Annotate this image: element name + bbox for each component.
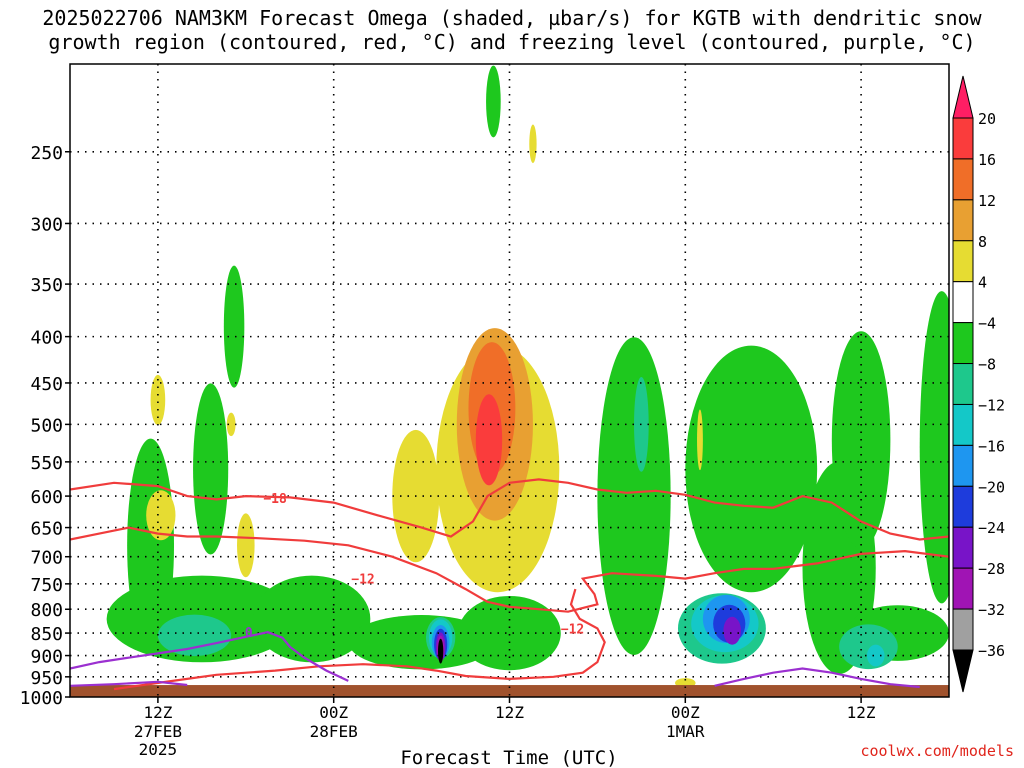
- colorbar-bin-12: [952, 608, 974, 651]
- omega-region-19: [226, 412, 236, 437]
- colorbar-label-3: 8: [978, 233, 987, 251]
- omega-region-16: [150, 374, 166, 426]
- colorbar-top-arrow: [952, 75, 974, 119]
- y-tick-label-300: 300: [30, 214, 63, 235]
- omega-region-6: [193, 383, 229, 555]
- contour-label--18b: −12: [351, 573, 374, 588]
- colorbar-bin-10: [952, 526, 974, 569]
- colorbar-label-12: −32: [978, 601, 1005, 619]
- colorbar-bin-7: [952, 403, 974, 446]
- omega-region-18: [237, 513, 255, 578]
- contour--18b: [70, 526, 949, 613]
- y-tick-label-650: 650: [30, 519, 63, 540]
- y-tick-label-1000: 1000: [20, 688, 63, 709]
- y-tick-label-350: 350: [30, 275, 63, 296]
- colorbar-label-5: −4: [978, 315, 996, 333]
- colorbar-bin-1: [952, 158, 974, 201]
- colorbar-label-13: −36: [978, 642, 1005, 660]
- y-tick-label-450: 450: [30, 374, 63, 395]
- omega-region-22: [529, 124, 537, 164]
- x-tick-label-36: 12Z: [495, 703, 524, 722]
- colorbar-bin-3: [952, 240, 974, 283]
- colorbar-bin-6: [952, 363, 974, 405]
- omega-region-28: [157, 614, 232, 657]
- colorbar-label-2: 12: [978, 192, 996, 210]
- y-tick-label-850: 850: [30, 624, 63, 645]
- colorbar-bin-8: [952, 444, 974, 487]
- x-tick-label-12: 12Z: [143, 703, 172, 722]
- omega-region-41: [438, 638, 444, 664]
- colorbar-label-9: −20: [978, 478, 1005, 496]
- contour-label--12c: −12: [561, 622, 584, 637]
- contour--18: [70, 478, 949, 541]
- omega-region-33: [866, 644, 885, 667]
- colorbar-bottom-arrow: [952, 649, 974, 693]
- colorbar-label-10: −24: [978, 519, 1005, 537]
- omega-region-0: [597, 337, 671, 655]
- y-tick-label-400: 400: [30, 328, 63, 349]
- y-tick-label-800: 800: [30, 600, 63, 621]
- contour-freeze3: [714, 667, 920, 689]
- omega-region-8: [348, 615, 495, 670]
- colorbar-label-11: −28: [978, 560, 1005, 578]
- omega-region-5: [127, 438, 175, 652]
- omega-region-13: [919, 291, 949, 604]
- x-tick-year-12: 2025: [139, 740, 178, 759]
- omega-region-38: [723, 616, 741, 645]
- omega-region-9: [458, 595, 561, 671]
- x-tick-date-48: 1MAR: [666, 722, 705, 741]
- omega-region-25: [475, 394, 503, 486]
- y-tick-label-500: 500: [30, 415, 63, 436]
- contour-freeze2: [70, 680, 188, 687]
- colorbar-label-0: 20: [978, 110, 996, 128]
- omega-region-7: [253, 575, 371, 663]
- colorbar-label-4: 4: [978, 274, 987, 292]
- colorbar-bin-0: [952, 117, 974, 160]
- y-tick-label-250: 250: [30, 143, 63, 164]
- omega-region-27: [839, 624, 898, 670]
- contour-label--18: −18: [263, 492, 287, 507]
- credit-text: coolwx.com/models: [860, 742, 1014, 760]
- colorbar-bin-4: [952, 281, 974, 324]
- omega-region-11: [223, 265, 245, 388]
- x-tick-date-12: 27FEB: [134, 722, 182, 741]
- colorbar-bin-2: [952, 199, 974, 242]
- y-tick-label-900: 900: [30, 647, 63, 668]
- colorbar-label-7: −12: [978, 396, 1005, 414]
- y-tick-label-700: 700: [30, 548, 63, 569]
- y-tick-label-950: 950: [30, 668, 63, 689]
- omega-region-20: [697, 409, 703, 471]
- chart-title-line1: 2025022706 NAM3KM Forecast Omega (shaded…: [42, 6, 982, 30]
- colorbar-label-8: −16: [978, 437, 1005, 455]
- contour-freeze: [70, 631, 349, 682]
- y-tick-label-550: 550: [30, 453, 63, 474]
- x-tick-label-60: 12Z: [847, 703, 876, 722]
- colorbar-bin-5: [952, 322, 974, 365]
- omega-region-12: [486, 65, 501, 138]
- omega-region-1: [685, 345, 818, 593]
- y-tick-label-600: 600: [30, 487, 63, 508]
- x-tick-label-48: 00Z: [671, 703, 700, 722]
- colorbar-bin-11: [952, 567, 974, 610]
- x-axis-label: Forecast Time (UTC): [400, 747, 617, 768]
- colorbar-bin-9: [952, 485, 974, 528]
- colorbar-label-6: −8: [978, 356, 996, 374]
- contour-label-freeze: 0: [245, 626, 253, 641]
- contour--12c: [113, 588, 606, 691]
- x-tick-date-24: 28FEB: [310, 722, 358, 741]
- x-tick-label-24: 00Z: [319, 703, 348, 722]
- ground-surface: [70, 685, 949, 697]
- chart-title-line2: growth region (contoured, red, °C) and f…: [48, 30, 976, 54]
- y-tick-label-750: 750: [30, 575, 63, 596]
- colorbar-label-1: 16: [978, 151, 996, 169]
